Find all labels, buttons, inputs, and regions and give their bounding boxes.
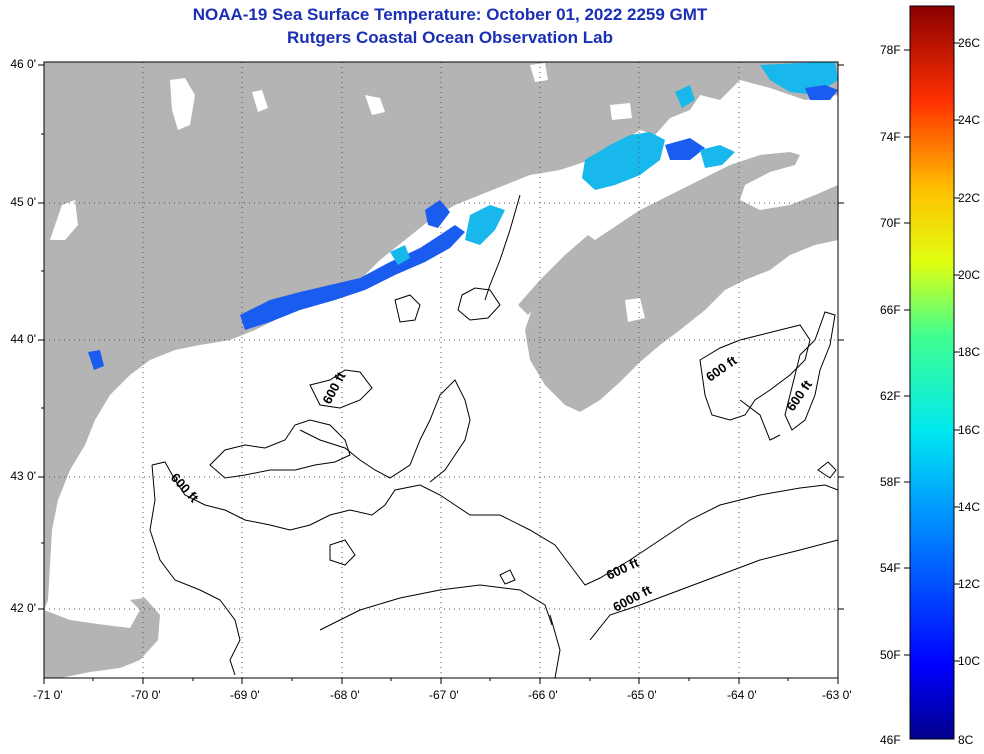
x-tick-label: -70 0' [131,688,161,702]
colorbar-f-label: 70F [880,216,901,230]
land-nova-scotia [525,152,838,412]
colorbar-f-label: 74F [880,130,901,144]
colorbar-c-label: 12C [958,577,981,591]
colorbar-f-label: 46F [880,733,901,747]
lake-5 [530,63,548,82]
sst-patches [88,62,838,370]
lake-6 [625,298,645,322]
y-tick-label: 43 0' [10,469,36,483]
colorbar-f-label: 62F [880,389,901,403]
colorbar-c-label: 24C [958,113,981,127]
x-tick-label: -65 0' [627,688,657,702]
x-tick-label: -71 0' [33,688,63,702]
colorbar-c-label: 26C [958,36,981,50]
map-area [44,62,838,678]
colorbar-c-label: 22C [958,191,981,205]
lake-1 [170,78,195,130]
colorbar-c-label: 20C [958,268,981,282]
colorbar-f-label: 58F [880,475,901,489]
colorbar-f-label: 66F [880,303,901,317]
x-tick-label: -69 0' [230,688,260,702]
x-tick-label: -68 0' [330,688,360,702]
colorbar-c-label: 14C [958,500,981,514]
y-tick-label: 46 0' [10,57,36,71]
colorbar-f-label: 54F [880,561,901,575]
colorbar [909,5,955,740]
land-cape-cod [44,598,160,678]
tick-marks [38,64,844,684]
lake-2 [50,200,78,240]
lake-4 [365,95,385,115]
lake-7 [610,103,632,120]
colorbar-c-label: 18C [958,345,981,359]
x-tick-label: -66 0' [528,688,558,702]
colorbar-c-label: 16C [958,423,981,437]
colorbar-c-label: 10C [958,654,981,668]
map-title: NOAA-19 Sea Surface Temperature: October… [192,5,708,24]
y-tick-label: 45 0' [10,195,36,209]
land-fundy-spit [518,235,595,315]
colorbar-f-label: 50F [880,648,901,662]
x-tick-label: -63 0' [822,688,852,702]
colorbar-c-label: 8C [958,733,974,747]
colorbar-f-label: 78F [880,43,901,57]
x-tick-label: -67 0' [429,688,459,702]
y-tick-label: 44 0' [10,332,36,346]
map-subtitle: Rutgers Coastal Ocean Observation Lab [287,28,613,47]
colorbar-ticks [904,42,960,662]
x-tick-label: -64 0' [727,688,757,702]
depth-contours [149,194,838,678]
y-tick-label: 42 0' [10,601,36,615]
lake-3 [252,90,268,112]
land-mainland [44,62,838,610]
